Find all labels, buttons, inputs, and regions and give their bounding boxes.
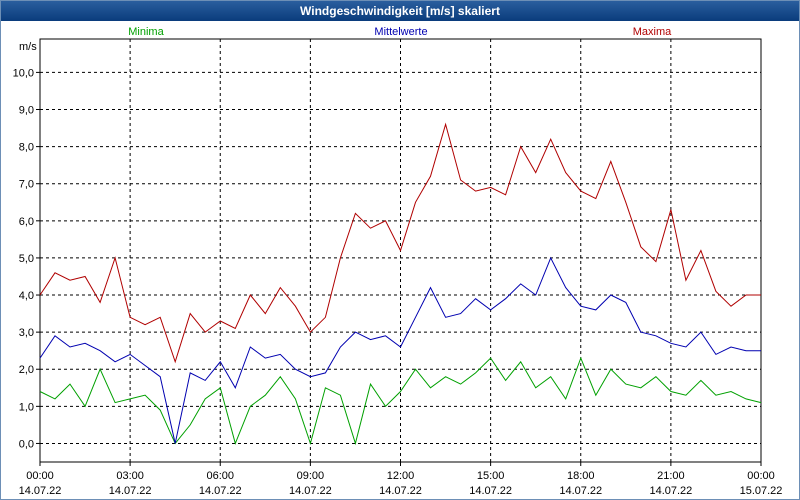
y-tick-label: 5,0 — [19, 253, 34, 265]
series-lines — [39, 122, 762, 446]
x-tick-time-label: 15:00 — [477, 470, 505, 482]
legend-minima: Minima — [128, 26, 164, 38]
y-tick-label: 0,0 — [19, 438, 34, 450]
y-tick-label: 10,0 — [13, 67, 34, 79]
x-tick-time-label: 03:00 — [116, 470, 144, 482]
x-tick-date-label: 15.07.22 — [740, 485, 783, 497]
x-tick-time-label: 09:00 — [297, 470, 325, 482]
x-tick-time-label: 00:00 — [26, 470, 54, 482]
y-tick-label: 6,0 — [19, 216, 34, 228]
x-tick-date-label: 14.07.22 — [559, 485, 602, 497]
y-tick-label: 1,0 — [19, 401, 34, 413]
y-axis-unit-label: m/s — [19, 41, 37, 53]
y-tick-label: 8,0 — [19, 142, 34, 154]
x-tick-date-label: 14.07.22 — [19, 485, 62, 497]
x-tick-time-label: 12:00 — [387, 470, 415, 482]
series-line-maxima — [39, 122, 761, 364]
legend-mittelwerte: Mittelwerte — [374, 26, 427, 38]
legend: Minima Mittelwerte Maxima — [128, 26, 672, 38]
y-tick-label: 4,0 — [19, 290, 34, 302]
x-tick-date-label: 14.07.22 — [469, 485, 512, 497]
x-tick-time-label: 06:00 — [206, 470, 234, 482]
legend-maxima: Maxima — [633, 26, 672, 38]
x-tick-date-label: 14.07.22 — [649, 485, 692, 497]
x-tick-time-label: 18:00 — [567, 470, 595, 482]
y-tick-label: 2,0 — [19, 364, 34, 376]
x-tick-date-label: 14.07.22 — [379, 485, 422, 497]
y-tick-label: 9,0 — [19, 105, 34, 117]
y-tick-label: 7,0 — [19, 179, 34, 191]
x-tick-date-label: 14.07.22 — [289, 485, 332, 497]
x-tick-date-label: 14.07.22 — [109, 485, 152, 497]
series-line-minima — [39, 356, 762, 446]
y-tick-label: 3,0 — [19, 327, 34, 339]
chart-title: Windgeschwindigkeit [m/s] skaliert — [1, 1, 799, 21]
series-line-mittelwerte — [39, 256, 761, 444]
x-tick-time-label: 00:00 — [747, 470, 775, 482]
x-tick-date-label: 14.07.22 — [199, 485, 242, 497]
grid-lines — [36, 39, 762, 466]
x-tick-time-label: 21:00 — [657, 470, 685, 482]
axis-tick-labels: 0,0 1,0 2,0 3,0 4,0 5,0 6,0 7,0 8,0 9,0 10,0 00:00 1… — [13, 67, 783, 497]
